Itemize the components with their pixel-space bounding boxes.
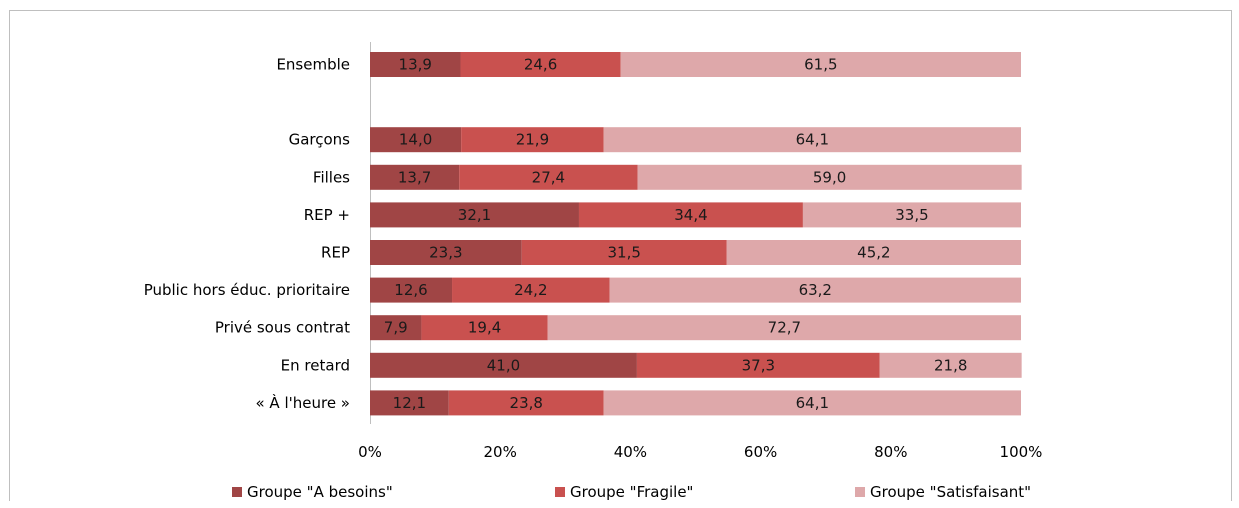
- data-label: 12,1: [393, 394, 426, 412]
- data-label: 23,3: [429, 244, 462, 262]
- x-tick-label: 40%: [614, 443, 647, 461]
- data-label: 32,1: [458, 206, 491, 224]
- data-label: 37,3: [742, 356, 775, 374]
- category-label: REP +: [304, 206, 350, 224]
- category-label: Public hors éduc. prioritaire: [144, 281, 350, 299]
- legend-label: Groupe "Satisfaisant": [870, 483, 1031, 501]
- data-label: 21,8: [934, 356, 967, 374]
- data-label: 33,5: [895, 206, 928, 224]
- data-label: 64,1: [796, 131, 829, 149]
- bar-segment: [448, 390, 604, 416]
- data-label: 41,0: [487, 356, 520, 374]
- legend-swatch: [232, 487, 242, 497]
- data-label: 64,1: [796, 394, 829, 412]
- bar-segment: [370, 202, 579, 228]
- bar-segment: [452, 277, 610, 303]
- bar-segment: [461, 127, 604, 153]
- category-label: REP: [321, 244, 350, 262]
- legend-swatch: [855, 487, 865, 497]
- legend-label: Groupe "Fragile": [570, 483, 693, 501]
- data-label: 63,2: [799, 281, 832, 299]
- category-label: Garçons: [289, 131, 351, 149]
- data-label: 59,0: [813, 168, 846, 186]
- category-label: Filles: [313, 168, 350, 186]
- bar-segment: [459, 164, 638, 190]
- data-label: 24,2: [514, 281, 547, 299]
- data-label: 72,7: [768, 319, 801, 337]
- legend-label: Groupe "A besoins": [247, 483, 393, 501]
- bar-segment: [879, 352, 1022, 378]
- bar-segment: [547, 315, 1021, 341]
- bar-segment: [370, 352, 637, 378]
- data-label: 34,4: [674, 206, 707, 224]
- bar-segment: [603, 127, 1021, 153]
- data-label: 45,2: [857, 244, 890, 262]
- x-tick-label: 20%: [484, 443, 517, 461]
- bar-segment: [370, 390, 449, 416]
- data-label: 61,5: [804, 56, 837, 74]
- bar-segment: [370, 315, 422, 341]
- bar-segment: [370, 240, 522, 265]
- bar-segment: [370, 127, 462, 153]
- bar-segment: [521, 240, 727, 265]
- bar-segment: [370, 277, 453, 303]
- bar-segment: [609, 277, 1021, 303]
- bar-segment: [370, 52, 461, 77]
- bar-segment: [578, 202, 803, 228]
- data-label: 14,0: [399, 131, 432, 149]
- category-label: « À l'heure »: [255, 393, 350, 412]
- data-label: 31,5: [608, 244, 641, 262]
- category-label: Privé sous contrat: [215, 319, 350, 337]
- data-label: 13,9: [399, 56, 432, 74]
- bar-segment: [620, 52, 1021, 77]
- data-label: 13,7: [398, 168, 431, 186]
- data-label: 27,4: [532, 168, 565, 186]
- legend-swatch: [555, 487, 565, 497]
- bar-segment: [636, 352, 880, 378]
- bar-segment: [421, 315, 548, 341]
- x-tick-label: 0%: [358, 443, 382, 461]
- data-label: 12,6: [394, 281, 427, 299]
- chart-frame: [9, 10, 1232, 501]
- data-label: 21,9: [516, 131, 549, 149]
- bar-segment: [802, 202, 1021, 228]
- bar-segment: [370, 164, 460, 190]
- data-label: 24,6: [524, 56, 557, 74]
- data-label: 23,8: [510, 394, 543, 412]
- x-tick-label: 60%: [744, 443, 777, 461]
- x-tick-label: 100%: [1000, 443, 1043, 461]
- data-label: 7,9: [384, 319, 408, 337]
- category-label: Ensemble: [276, 56, 350, 74]
- x-tick-label: 80%: [874, 443, 907, 461]
- bar-segment: [603, 390, 1021, 416]
- bar-segment: [460, 52, 621, 77]
- category-label: En retard: [281, 356, 350, 374]
- bar-segment: [726, 240, 1021, 265]
- bar-segment: [637, 164, 1022, 190]
- data-label: 19,4: [468, 319, 501, 337]
